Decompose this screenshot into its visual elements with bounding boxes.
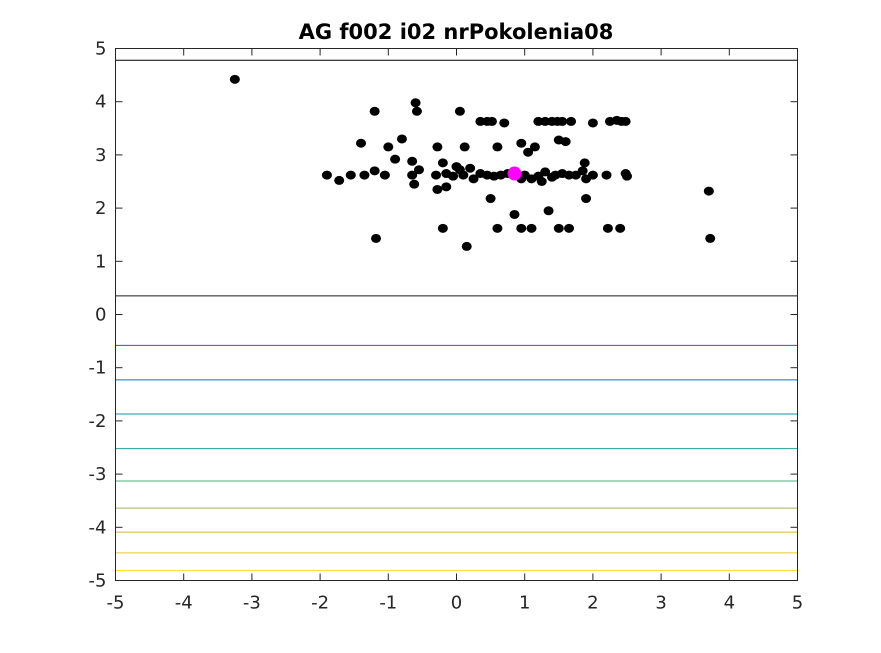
chart-title: AG f002 i02 nrPokolenia08: [299, 20, 614, 44]
data-point: [485, 194, 496, 204]
data-point: [705, 233, 716, 243]
data-point: [557, 116, 568, 126]
x-tick-label: 4: [724, 593, 735, 614]
data-point: [409, 179, 420, 189]
scatter-points: [229, 74, 716, 251]
data-point: [543, 206, 554, 216]
data-point: [703, 186, 714, 196]
y-tick-label: 5: [95, 39, 106, 60]
data-point: [523, 147, 534, 157]
x-tick-label: -2: [311, 593, 329, 614]
x-tick-label: 0: [451, 593, 462, 614]
y-tick-label: -4: [89, 517, 107, 538]
data-point: [410, 98, 421, 108]
x-tick-label: 5: [792, 593, 803, 614]
x-tick-label: -1: [379, 593, 397, 614]
data-point: [536, 177, 547, 186]
data-point: [359, 170, 370, 180]
data-point: [546, 172, 557, 182]
y-tick-label: 2: [95, 198, 106, 219]
data-point: [390, 154, 401, 164]
y-tick-label: 4: [95, 92, 106, 113]
data-point: [526, 223, 537, 233]
data-point: [431, 170, 442, 180]
data-point: [529, 142, 540, 152]
data-point: [396, 134, 407, 144]
data-point: [437, 158, 448, 168]
y-tick-label: -5: [89, 571, 107, 592]
data-point: [407, 156, 418, 166]
y-tick-label: 3: [95, 145, 106, 166]
y-tick-label: 1: [95, 251, 106, 272]
data-point: [321, 170, 332, 180]
y-tick-label: -1: [89, 358, 107, 379]
best-point: [507, 166, 522, 181]
y-axis-ticks: -5 -4 -3 -2 -1 0 1 2 3 4 5: [89, 39, 798, 592]
data-point: [581, 194, 592, 204]
data-point: [345, 170, 356, 180]
data-point: [369, 166, 380, 176]
x-tick-label: -5: [107, 593, 125, 614]
data-point: [492, 142, 503, 152]
y-tick-label: 0: [95, 305, 106, 326]
x-tick-label: 1: [519, 593, 530, 614]
data-point: [486, 116, 497, 126]
x-tick-label: 2: [587, 593, 598, 614]
x-tick-label: -3: [243, 593, 261, 614]
data-point: [509, 209, 520, 219]
data-point: [560, 137, 571, 147]
data-point: [540, 167, 551, 177]
data-point: [601, 170, 612, 180]
data-point: [432, 184, 443, 194]
data-point: [465, 163, 476, 173]
data-point: [468, 174, 479, 184]
x-tick-label: -4: [175, 593, 193, 614]
data-point: [371, 233, 382, 243]
data-point: [437, 223, 448, 233]
data-point: [499, 118, 510, 128]
contour-lines: [115, 59, 798, 571]
data-point: [587, 118, 598, 128]
data-point: [620, 169, 631, 179]
data-point: [379, 170, 390, 180]
data-point: [356, 138, 367, 148]
data-point: [432, 142, 443, 152]
x-tick-label: 3: [655, 593, 666, 614]
data-point: [369, 106, 380, 116]
data-point: [516, 223, 527, 233]
data-point: [461, 241, 472, 251]
data-point: [441, 182, 452, 192]
data-point: [602, 223, 613, 233]
x-axis-ticks: -5 -4 -3 -2 -1 0 1 2 3 4 5: [107, 48, 803, 614]
y-tick-label: -3: [89, 464, 107, 485]
data-point: [407, 170, 418, 180]
data-point: [229, 74, 240, 84]
data-point: [579, 158, 590, 168]
data-point: [411, 106, 422, 116]
data-point: [383, 142, 394, 152]
data-point: [516, 138, 527, 148]
data-point: [454, 106, 465, 116]
data-point: [413, 165, 424, 175]
data-point: [577, 166, 588, 176]
data-point: [587, 170, 598, 180]
data-point: [620, 116, 631, 126]
y-tick-label: -2: [89, 411, 107, 432]
data-point: [459, 142, 470, 152]
data-point: [458, 170, 469, 180]
data-point: [615, 223, 626, 233]
data-point: [448, 171, 459, 181]
data-point: [334, 175, 345, 185]
data-point: [492, 223, 503, 233]
data-point: [564, 223, 575, 233]
data-point: [553, 223, 564, 233]
data-point: [566, 116, 577, 126]
